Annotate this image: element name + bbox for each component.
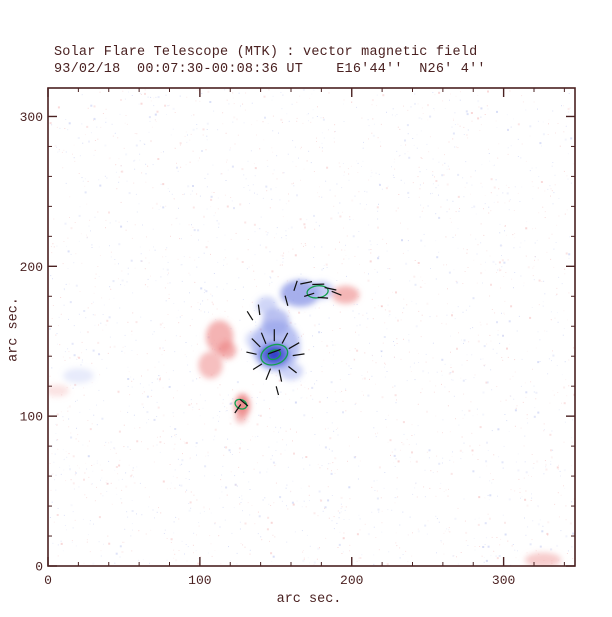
- magnetic-region-negative: [256, 296, 278, 315]
- field-contour: [260, 343, 289, 366]
- field-vector: [260, 332, 267, 345]
- magnetic-region-positive: [218, 341, 237, 360]
- tick-label: 200: [340, 573, 363, 588]
- field-vector: [252, 363, 263, 371]
- tick-label: 100: [188, 573, 211, 588]
- magnetic-region-negative: [278, 362, 304, 381]
- plot-title: Solar Flare Telescope (MTK) : vector mag…: [54, 45, 478, 60]
- polarity-regions-layer: [48, 279, 562, 566]
- field-vector: [281, 332, 289, 344]
- field-vector: [251, 338, 261, 348]
- field-vector: [239, 398, 249, 407]
- axes-layer: 0 100 200 300 0 100 200 300: [20, 87, 576, 588]
- tick-label: 100: [20, 410, 43, 425]
- field-vector: [324, 286, 337, 291]
- magnetic-region-negative: [245, 330, 264, 349]
- field-vector: [292, 353, 305, 357]
- field-vector: [275, 386, 280, 396]
- field-vector: [317, 296, 329, 299]
- field-vector: [288, 342, 300, 350]
- magnetic-region-positive: [48, 384, 70, 397]
- field-contour: [267, 349, 282, 361]
- magnetic-region-positive: [198, 351, 223, 379]
- magnetic-region-negative: [262, 308, 290, 336]
- field-vector: [234, 404, 242, 414]
- magnetic-region-positive: [234, 411, 247, 424]
- field-vector: [284, 295, 289, 306]
- field-vector: [265, 368, 272, 381]
- tick-label: 0: [44, 573, 52, 588]
- field-map-layer: [48, 88, 575, 566]
- tick-label: 300: [20, 110, 43, 125]
- field-contour: [234, 398, 248, 410]
- tick-label: 200: [20, 260, 43, 275]
- vector-layer: [234, 280, 342, 414]
- magnetic-region-positive: [332, 285, 360, 304]
- field-vector: [278, 369, 283, 382]
- magnetic-region-negative: [280, 279, 320, 307]
- plot-subtitle: 93/02/18 00:07:30-00:08:36 UT E16'44'' N…: [54, 62, 486, 77]
- field-vector: [288, 366, 297, 374]
- magnetic-region-negative: [63, 368, 94, 384]
- x-axis-label: arc sec.: [276, 592, 342, 607]
- noise-layer: [48, 88, 575, 566]
- field-vector: [300, 281, 313, 285]
- field-vector: [246, 351, 257, 355]
- field-vector: [246, 310, 254, 321]
- field-vector: [257, 304, 261, 316]
- field-vector: [267, 348, 281, 355]
- tick-label: 0: [35, 560, 43, 575]
- field-vector: [293, 280, 298, 291]
- field-vector: [304, 292, 315, 297]
- tick-label: 300: [492, 573, 515, 588]
- field-vector: [331, 290, 342, 296]
